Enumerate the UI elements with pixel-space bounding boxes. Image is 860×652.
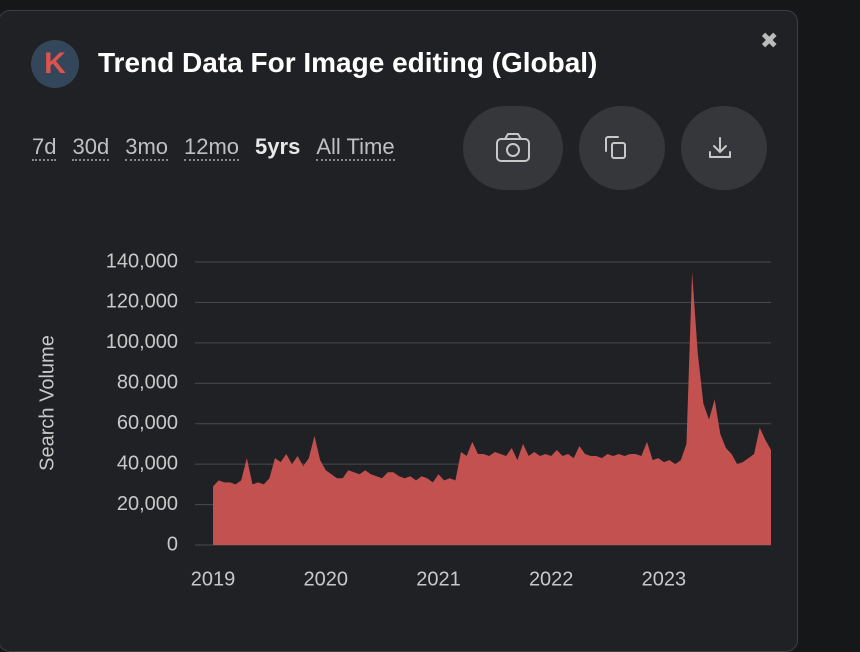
copy-button[interactable] bbox=[579, 106, 665, 190]
x-tick-label: 2019 bbox=[191, 568, 236, 590]
x-tick-label: 2023 bbox=[642, 568, 687, 590]
y-axis-label: Search Volume bbox=[36, 335, 58, 471]
time-range-tabs: 7d 30d 3mo 12mo 5yrs All Time bbox=[32, 135, 395, 161]
title: Trend Data For Image editing (Global) bbox=[98, 47, 598, 78]
time-range-tab[interactable]: 30d bbox=[72, 134, 110, 161]
area bbox=[213, 272, 772, 545]
time-range-tab[interactable]: 3mo bbox=[125, 134, 168, 161]
y-tick-label: 60,000 bbox=[117, 412, 178, 434]
time-range-tab[interactable]: 7d bbox=[32, 134, 57, 161]
y-tick-label: 40,000 bbox=[117, 452, 178, 474]
time-range-tab[interactable]: 5yrs bbox=[255, 134, 301, 159]
x-tick-label: 2022 bbox=[529, 568, 574, 590]
y-tick-label: 0 bbox=[167, 533, 178, 555]
y-tick-label: 140,000 bbox=[106, 250, 178, 272]
time-range-tab[interactable]: 12mo bbox=[184, 134, 240, 161]
logo: K bbox=[31, 40, 79, 88]
time-range-tab[interactable]: All Time bbox=[316, 134, 395, 161]
x-tick-label: 2021 bbox=[416, 568, 461, 590]
download-button[interactable] bbox=[681, 106, 767, 190]
camera-button[interactable] bbox=[463, 106, 563, 190]
close-button[interactable]: ✖ bbox=[760, 28, 779, 53]
y-tick-label: 20,000 bbox=[117, 493, 178, 515]
chart: Search Volume 0 20,000 40,000 60,000 80,000 1… bbox=[36, 106, 772, 590]
y-tick-label: 80,000 bbox=[117, 372, 178, 394]
y-tick-label: 100,000 bbox=[106, 331, 178, 353]
x-tick-label: 2020 bbox=[304, 568, 349, 590]
page: K Trend Data For Image editing (Global) … bbox=[0, 10, 798, 652]
y-tick-label: 120,000 bbox=[106, 291, 178, 313]
